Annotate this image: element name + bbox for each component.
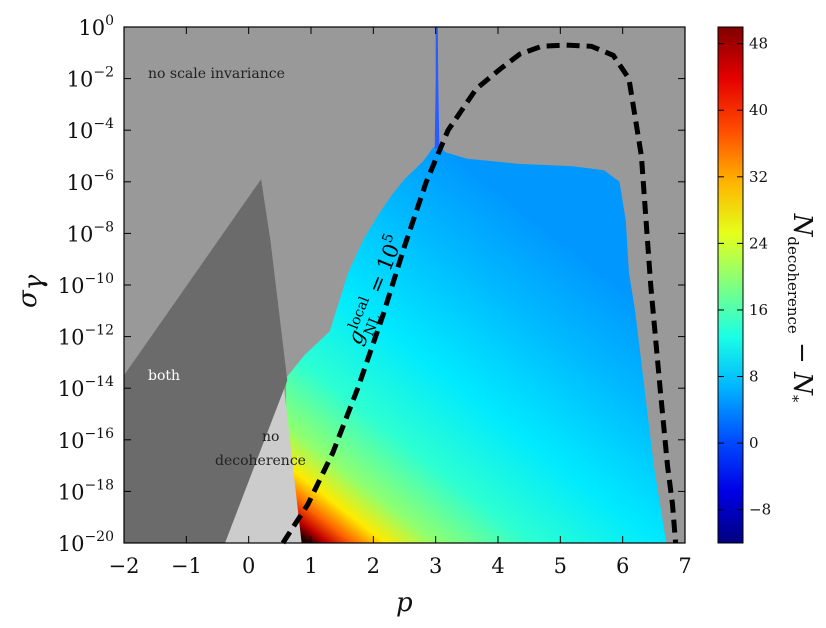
region-label-both: both [148, 368, 180, 384]
colorbar-tick-label-7: 48 [749, 35, 768, 53]
x-tick-label-5: 3 [429, 554, 442, 578]
y-tick-label-10: 10−20 [58, 529, 114, 556]
x-tick-label-3: 1 [304, 554, 317, 578]
x-tick-label-0: −2 [109, 554, 140, 578]
x-tick-label-6: 4 [491, 554, 504, 578]
y-tick-label-7: 10−14 [58, 374, 114, 401]
plot-area [124, 27, 685, 545]
region-decoherence-spike [434, 27, 440, 149]
colorbar-label-sub2: * [784, 395, 802, 403]
y-tick-label-6: 10−12 [58, 323, 114, 350]
colorbar-tick-label-3: 16 [749, 301, 768, 319]
colorbar-label-main: N [787, 213, 817, 238]
colorbar-bar [717, 26, 744, 544]
region-decoherence-heatmap [286, 143, 667, 543]
x-tick-label-2: 0 [242, 554, 255, 578]
colorbar-label-sub: decoherence [784, 236, 802, 334]
y-tick-label-9: 10−18 [58, 477, 114, 504]
curve-label-sub: NL [361, 312, 384, 338]
region-label-no-scale-invariance: no scale invariance [148, 66, 285, 82]
y-axis-label-main: σ [13, 289, 43, 308]
y-tick-label-2: 10−4 [67, 116, 114, 143]
y-axis-label: σγ [13, 274, 49, 308]
axes: −2 −1 0 1 2 3 4 5 6 7 100 10−2 10−4 10−6 10−8 10−10 10−1… [58, 13, 692, 578]
y-tick-label-1: 10−2 [67, 65, 114, 92]
colorbar: −8 0 8 16 24 32 40 48 [717, 26, 771, 544]
x-tick-label-8: 6 [616, 554, 629, 578]
y-tick-label-5: 10−10 [58, 271, 114, 298]
dashed-curve-gNL [280, 42, 679, 545]
colorbar-tick-label-5: 32 [749, 168, 768, 186]
region-label-decoherence: decoherence [215, 453, 306, 469]
x-axis-label: p [396, 588, 413, 618]
y-tick-label-3: 10−6 [67, 168, 114, 195]
region-label-no: no [262, 429, 279, 445]
x-tick-label-4: 2 [367, 554, 380, 578]
region-both [124, 179, 288, 543]
y-tick-label-4: 10−8 [67, 219, 114, 246]
region-no-decoherence [220, 377, 302, 543]
x-tick-label-1: −1 [171, 554, 202, 578]
colorbar-tick-label-0: −8 [749, 501, 771, 519]
colorbar-tick-label-6: 40 [749, 101, 768, 119]
y-axis-label-sub: γ [19, 274, 49, 290]
colorbar-tick-label-1: 0 [749, 434, 759, 452]
colorbar-label: Ndecoherence − N* [784, 213, 817, 403]
x-tick-label-7: 5 [554, 554, 567, 578]
y-tick-label-0: 100 [78, 13, 114, 40]
colorbar-tick-label-2: 8 [749, 368, 759, 386]
colorbar-label-mid: − N [787, 334, 817, 396]
colorbar-tick-label-4: 24 [749, 234, 768, 252]
x-tick-label-9: 7 [678, 554, 691, 578]
y-tick-label-8: 10−16 [58, 426, 114, 453]
